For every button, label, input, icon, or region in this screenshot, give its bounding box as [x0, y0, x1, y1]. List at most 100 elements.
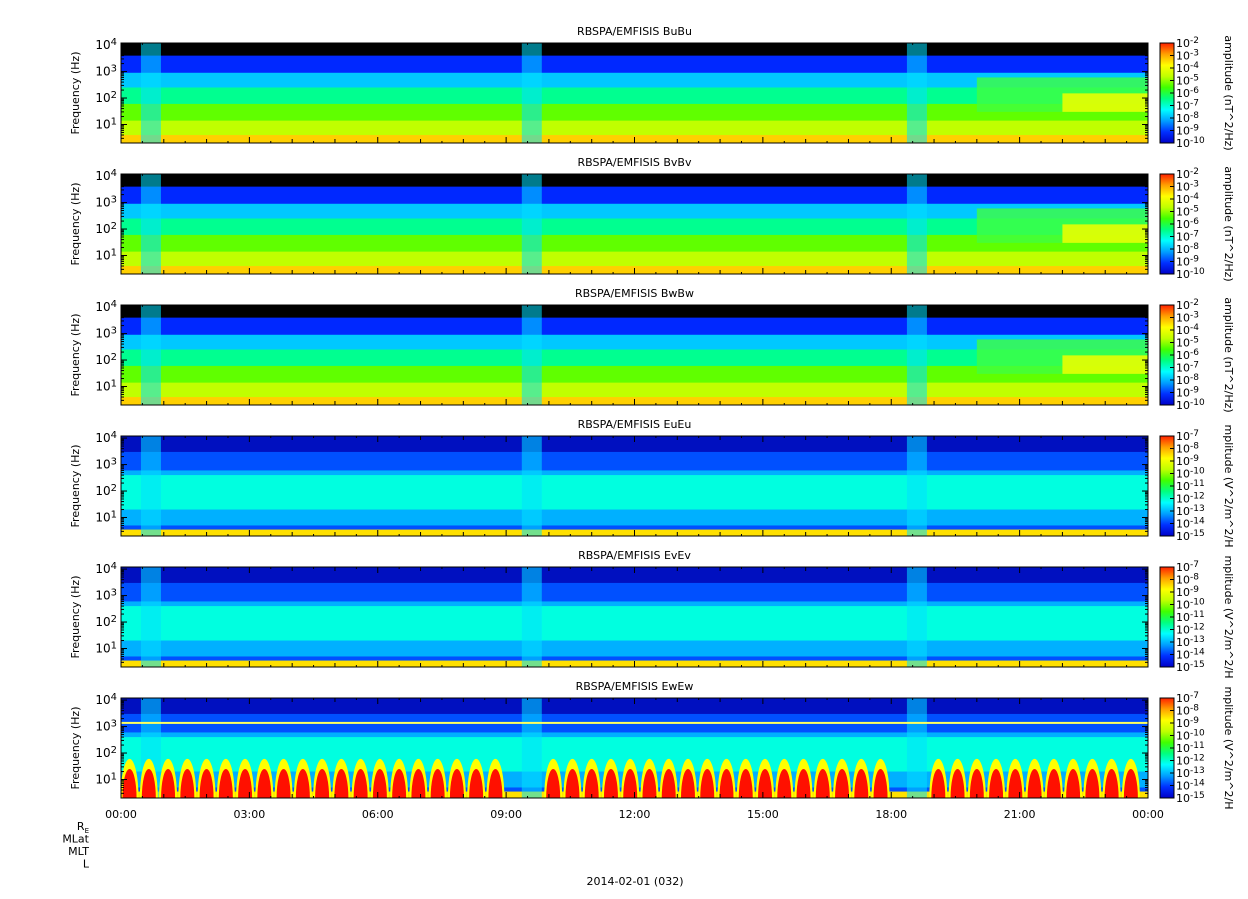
- perigee-plume: [140, 174, 161, 274]
- colorbar-tick-label: 10-13: [1176, 766, 1205, 780]
- x-tick-label: 00:00: [1132, 808, 1164, 821]
- ew-lobe-inner: [950, 768, 965, 798]
- y-axis-label: Frequency (Hz): [69, 314, 82, 397]
- ew-lobe-inner: [199, 768, 214, 798]
- ew-lobe-inner: [1066, 768, 1081, 798]
- y-axis-label: Frequency (Hz): [69, 576, 82, 659]
- x-tick-label: 12:00: [619, 808, 651, 821]
- ew-lobe-inner: [449, 768, 464, 798]
- colorbar-tick-label: 10-10: [1176, 467, 1205, 481]
- x-tick-label: 18:00: [875, 808, 907, 821]
- colorbar-tick-label: 10-11: [1176, 479, 1205, 493]
- hiss-core: [1062, 93, 1148, 112]
- y-axis-label: Frequency (Hz): [69, 183, 82, 266]
- colorbar-tick-label: 10-8: [1176, 111, 1199, 125]
- ephemeris-label: MLT: [68, 845, 89, 858]
- x-tick-label: 21:00: [1004, 808, 1036, 821]
- colorbar-tick-label: 10-10: [1176, 598, 1205, 612]
- panel-title: RBSPA/EMFISIS BwBw: [575, 287, 694, 300]
- colorbar-tick-label: 10-4: [1176, 192, 1199, 206]
- perigee-plume: [906, 43, 927, 143]
- spectrogram-image: [121, 43, 1148, 143]
- ew-lobe-inner: [603, 768, 618, 798]
- colorbar-tick-label: 10-14: [1176, 648, 1205, 662]
- panel-5: RBSPA/EMFISIS EvEv Frequency (Hz) 101 102 10…: [69, 549, 1235, 679]
- ew-lobe-inner: [719, 768, 734, 798]
- colorbar-tick-label: 10-6: [1176, 348, 1199, 362]
- ephemeris-label: MLat: [62, 833, 89, 846]
- ew-lobe-inner: [1008, 768, 1023, 798]
- ew-lobe-inner: [969, 768, 984, 798]
- x-tick-label: 03:00: [234, 808, 266, 821]
- colorbar-tick-label: 10-15: [1176, 529, 1205, 543]
- ew-lobe-inner: [546, 768, 561, 798]
- colorbar-tick-label: 10-3: [1176, 180, 1199, 194]
- colorbar-tick-label: 10-6: [1176, 86, 1199, 100]
- perigee-plume: [906, 305, 927, 405]
- perigee-plume: [140, 436, 161, 536]
- time-axis-layer: 2014-02-01 (032) 00:00 03:00 06:00 09:00 12:…: [62, 808, 1164, 888]
- colorbar-label: mplitude (V^2/m^2/H: [1222, 425, 1235, 548]
- colorbar-tick-label: 10-10: [1176, 267, 1205, 281]
- perigee-plume: [140, 43, 161, 143]
- colorbar-tick-label: 10-2: [1176, 167, 1199, 181]
- x-tick-label: 09:00: [490, 808, 522, 821]
- x-tick-label: 06:00: [362, 808, 394, 821]
- y-tick-label: 104: [95, 430, 117, 445]
- colorbar-tick-label: 10-7: [1176, 230, 1199, 244]
- colorbar-tick-label: 10-13: [1176, 635, 1205, 649]
- ew-lobe-inner: [353, 768, 368, 798]
- colorbar-label: mplitude (V^2/m^2/H: [1222, 687, 1235, 810]
- date-label: 2014-02-01 (032): [586, 875, 683, 888]
- y-tick-label: 101: [95, 640, 117, 655]
- perigee-plume: [521, 567, 542, 667]
- colorbar-tick-label: 10-7: [1176, 560, 1199, 574]
- perigee-plume: [906, 436, 927, 536]
- y-tick-label: 103: [95, 588, 117, 603]
- ew-lobe-inner: [1027, 768, 1042, 798]
- colorbar-tick-label: 10-5: [1176, 336, 1199, 350]
- y-tick-label: 103: [95, 719, 117, 734]
- x-tick-label: 15:00: [747, 808, 779, 821]
- y-tick-label: 102: [95, 745, 117, 760]
- colorbar-tick-label: 10-11: [1176, 741, 1205, 755]
- ew-lobe-inner: [392, 768, 407, 798]
- colorbar-label: mplitude (V^2/m^2/H: [1222, 556, 1235, 679]
- panels-layer: RBSPA/EMFISIS BuBu Frequency (Hz) 101 102 10…: [69, 25, 1235, 810]
- spectral-band: [121, 475, 1148, 510]
- ew-lobe-inner: [411, 768, 426, 798]
- colorbar-tick-label: 10-5: [1176, 74, 1199, 88]
- colorbar-tick-label: 10-13: [1176, 504, 1205, 518]
- y-tick-label: 104: [95, 561, 117, 576]
- colorbar-tick-label: 10-3: [1176, 311, 1199, 325]
- y-tick-label: 103: [95, 457, 117, 472]
- y-tick-label: 102: [95, 614, 117, 629]
- panel-1: RBSPA/EMFISIS BuBu Frequency (Hz) 101 102 10…: [69, 25, 1235, 151]
- colorbar-tick-label: 10-9: [1176, 454, 1199, 468]
- colorbar-tick-label: 10-14: [1176, 779, 1205, 793]
- ew-lobe-inner: [989, 768, 1004, 798]
- ephemeris-label: L: [83, 858, 90, 871]
- ew-lobe-inner: [257, 768, 272, 798]
- ew-lobe-inner: [700, 768, 715, 798]
- ew-lobe-inner: [334, 768, 349, 798]
- colorbar-tick-label: 10-15: [1176, 791, 1205, 805]
- ew-lobe-inner: [430, 768, 445, 798]
- colorbar-tick-label: 10-12: [1176, 754, 1205, 768]
- ew-lobe-inner: [777, 768, 792, 798]
- spectrogram-image: [121, 174, 1148, 274]
- hiss-core: [1062, 224, 1148, 243]
- ew-lobe-inner: [469, 768, 484, 798]
- y-tick-label: 103: [95, 64, 117, 79]
- spectrogram-image: [121, 305, 1148, 405]
- colorbar-tick-label: 10-7: [1176, 99, 1199, 113]
- colorbar-tick-label: 10-8: [1176, 442, 1199, 456]
- panel-title: RBSPA/EMFISIS BvBv: [578, 156, 692, 169]
- colorbar-tick-label: 10-9: [1176, 585, 1199, 599]
- colorbar-tick-label: 10-9: [1176, 386, 1199, 400]
- y-tick-label: 102: [95, 221, 117, 236]
- perigee-plume: [521, 436, 542, 536]
- colorbar-label: amplitude (nT^2/Hz): [1222, 35, 1235, 150]
- ew-lobe-inner: [565, 768, 580, 798]
